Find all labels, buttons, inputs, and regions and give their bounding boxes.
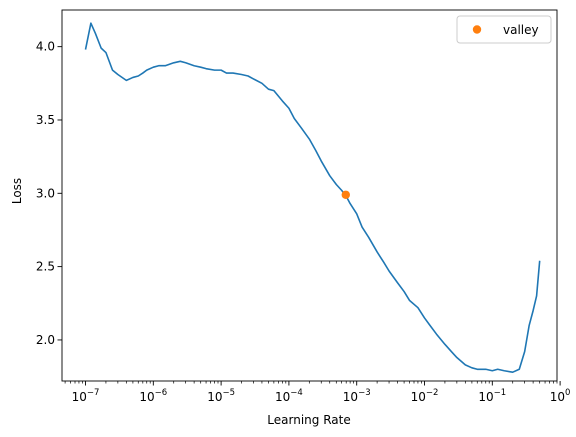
x-axis-label: Learning Rate bbox=[267, 413, 350, 427]
plot-area bbox=[84, 22, 541, 374]
x-tick-label: 100 bbox=[550, 388, 571, 404]
x-axis-ticks: 10−7 10−6 10−5 10−4 10−3 10−2 10−1 100 bbox=[64, 381, 571, 404]
legend: valley bbox=[456, 15, 552, 44]
y-tick-label: 2.5 bbox=[36, 260, 55, 274]
axes-frame bbox=[61, 9, 558, 382]
plot-frame bbox=[61, 9, 558, 382]
y-tick-label: 3.0 bbox=[36, 186, 55, 200]
marker-layer bbox=[341, 190, 350, 199]
y-tick-label: 3.5 bbox=[36, 113, 55, 127]
x-tick-label: 10−4 bbox=[275, 388, 303, 404]
y-tick-label: 2.0 bbox=[36, 333, 55, 347]
legend-label: valley bbox=[503, 23, 539, 37]
valley-point bbox=[341, 190, 350, 199]
legend-box bbox=[456, 15, 552, 44]
x-tick-label: 10−2 bbox=[411, 388, 439, 404]
y-tick-label: 4.0 bbox=[36, 40, 55, 54]
x-tick-label: 10−7 bbox=[72, 388, 100, 404]
loss-curve-line bbox=[84, 22, 541, 374]
y-axis-ticks: 2.0 2.5 3.0 3.5 4.0 bbox=[36, 40, 62, 347]
x-tick-label: 10−1 bbox=[478, 388, 506, 404]
x-tick-label: 10−5 bbox=[207, 388, 235, 404]
y-axis-label: Loss bbox=[10, 178, 24, 204]
x-tick-label: 10−3 bbox=[343, 388, 371, 404]
legend-marker bbox=[472, 25, 482, 34]
x-tick-label: 10−6 bbox=[139, 388, 167, 404]
